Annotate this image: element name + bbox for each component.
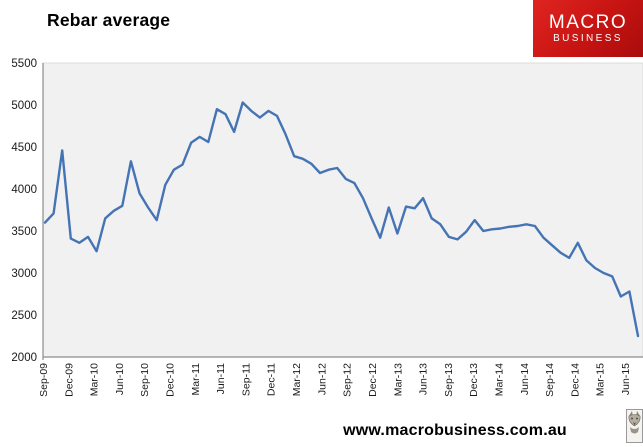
y-tick-label: 5000	[11, 100, 37, 112]
x-tick-label: Dec-14	[569, 363, 581, 397]
x-tick-label: Dec-13	[468, 363, 480, 397]
x-tick-label: Jun-15	[620, 363, 632, 395]
macrobusiness-logo: MACRO BUSINESS	[533, 0, 643, 57]
x-tick-label: Sep-12	[342, 363, 354, 397]
x-tick-label: Jun-11	[215, 363, 227, 394]
wolf-logo-icon	[626, 409, 643, 443]
y-tick-label: 4500	[11, 142, 37, 154]
x-tick-label: Jun-12	[316, 363, 328, 395]
y-tick-label: 3000	[11, 268, 37, 280]
x-tick-label: Sep-13	[443, 363, 455, 397]
y-tick-label: 2000	[11, 352, 37, 364]
x-tick-label: Mar-14	[493, 363, 505, 396]
x-tick-label: Dec-09	[63, 363, 75, 397]
plot-area	[42, 62, 643, 358]
x-tick-label: Jun-13	[418, 363, 430, 395]
chart-title: Rebar average	[47, 10, 171, 30]
x-tick-label: Jun-10	[114, 363, 126, 395]
x-tick-label: Sep-10	[139, 363, 151, 397]
x-tick-label: Sep-11	[240, 363, 252, 396]
logo-text-macro: MACRO	[548, 11, 628, 33]
x-tick-label: Dec-12	[367, 363, 379, 397]
x-tick-label: Mar-12	[291, 363, 303, 396]
x-tick-label: Mar-15	[595, 363, 607, 396]
y-tick-label: 4000	[11, 184, 37, 196]
rebar-price-series-line	[43, 101, 640, 338]
y-tick-label: 2500	[11, 310, 37, 322]
x-tick-label: Sep-14	[544, 363, 556, 397]
y-tick-label: 5500	[11, 58, 37, 70]
logo-text-business: BUSINESS	[553, 33, 623, 45]
x-tick-label: Mar-13	[392, 363, 404, 396]
x-tick-label: Dec-11	[266, 363, 278, 396]
x-tick-label: Mar-11	[190, 363, 202, 396]
x-tick-label: Sep-09	[38, 363, 50, 397]
x-tick-label: Dec-10	[165, 363, 177, 397]
x-tick-label: Jun-14	[519, 363, 531, 395]
footer-url: www.macrobusiness.com.au	[343, 422, 567, 439]
y-tick-label: 3500	[11, 226, 37, 238]
x-tick-label: Mar-10	[89, 363, 101, 396]
